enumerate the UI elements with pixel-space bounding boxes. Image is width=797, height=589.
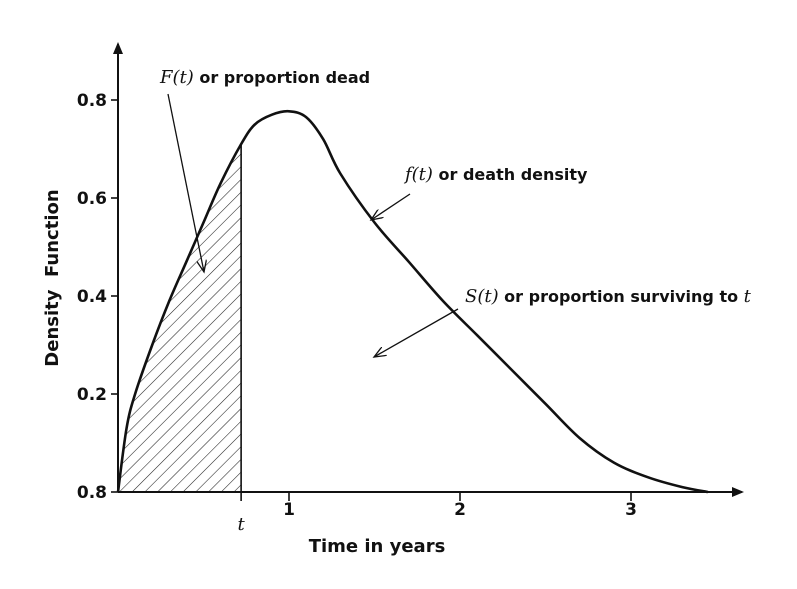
annotation-death-density-text: or death density — [433, 165, 588, 184]
annotation-proportion-surviving-math-t: t — [744, 286, 752, 307]
annotation-proportion-dead: F(t) or proportion dead — [159, 67, 370, 88]
annotation-proportion-dead-text: or proportion dead — [194, 68, 370, 87]
x-tick-label-t: t — [238, 514, 246, 535]
annotation-proportion-dead-arrow — [167, 93, 204, 272]
y-axis-title: Density Function — [42, 189, 63, 366]
y-tick-label: 0.6 — [77, 189, 107, 209]
annotation-death-density: f(t) or death density — [403, 164, 588, 185]
annotation-proportion-surviving-arrow — [374, 308, 459, 357]
y-tick-label: 0.2 — [77, 385, 107, 405]
annotation-death-density-arrow — [371, 193, 411, 220]
annotation-proportion-surviving-text: or proportion surviving to — [499, 287, 744, 306]
y-tick-label: 0.4 — [77, 287, 107, 307]
x-tick-label: 3 — [625, 500, 637, 520]
death-density-curve — [116, 109, 709, 494]
x-axis-title: Time in years — [309, 536, 446, 557]
annotation-death-density-math: f(t) — [403, 164, 433, 185]
y-tick-label: 0.8 — [77, 91, 107, 111]
x-tick-label: 2 — [454, 500, 466, 520]
x-tick-label: 1 — [283, 500, 295, 520]
proportion-dead-shaded-area — [118, 144, 242, 492]
annotation-proportion-surviving-math: S(t) — [465, 286, 499, 307]
annotation-proportion-surviving: S(t) or proportion surviving to t — [465, 286, 752, 307]
y-tick-label: 0.8 — [77, 483, 107, 503]
annotation-proportion-dead-math: F(t) — [159, 67, 194, 88]
